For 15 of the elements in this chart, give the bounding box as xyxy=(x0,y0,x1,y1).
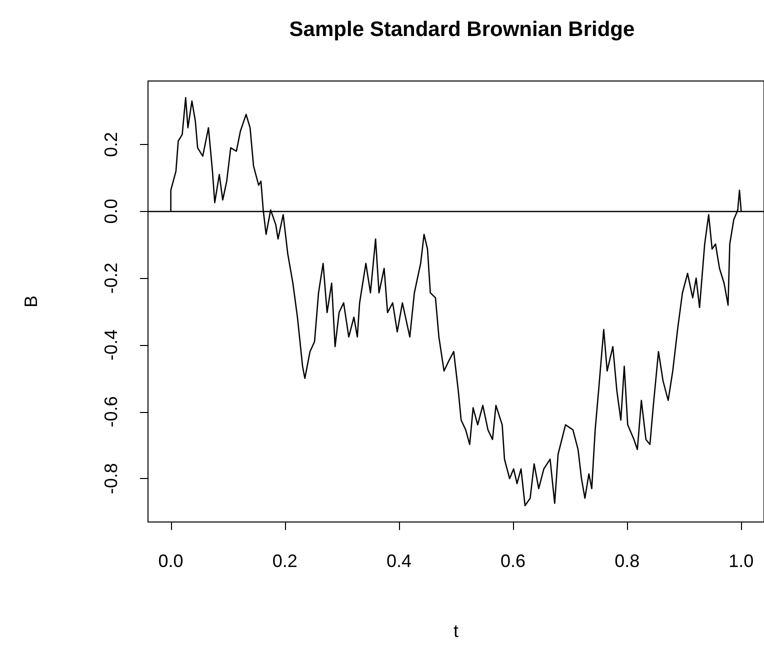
y-axis-title: B xyxy=(21,295,41,308)
x-tick-label: 0.2 xyxy=(272,551,298,571)
chart-title: Sample Standard Brownian Bridge xyxy=(289,18,635,41)
y-tick-label: 0.2 xyxy=(101,132,121,157)
x-tick-label: 1.0 xyxy=(728,551,754,571)
y-tick-label: -0.6 xyxy=(101,396,121,428)
y-tick-label: -0.2 xyxy=(101,262,121,294)
x-tick-label: 0.0 xyxy=(158,551,184,571)
x-tick-label: 0.8 xyxy=(614,551,640,571)
x-tick-label: 0.6 xyxy=(500,551,526,571)
y-tick-label: -0.4 xyxy=(101,329,121,360)
x-axis-title: t xyxy=(453,621,459,641)
x-tick-label: 0.4 xyxy=(386,551,412,571)
y-tick-label: 0.0 xyxy=(101,198,121,224)
y-tick-label: -0.8 xyxy=(101,463,121,494)
